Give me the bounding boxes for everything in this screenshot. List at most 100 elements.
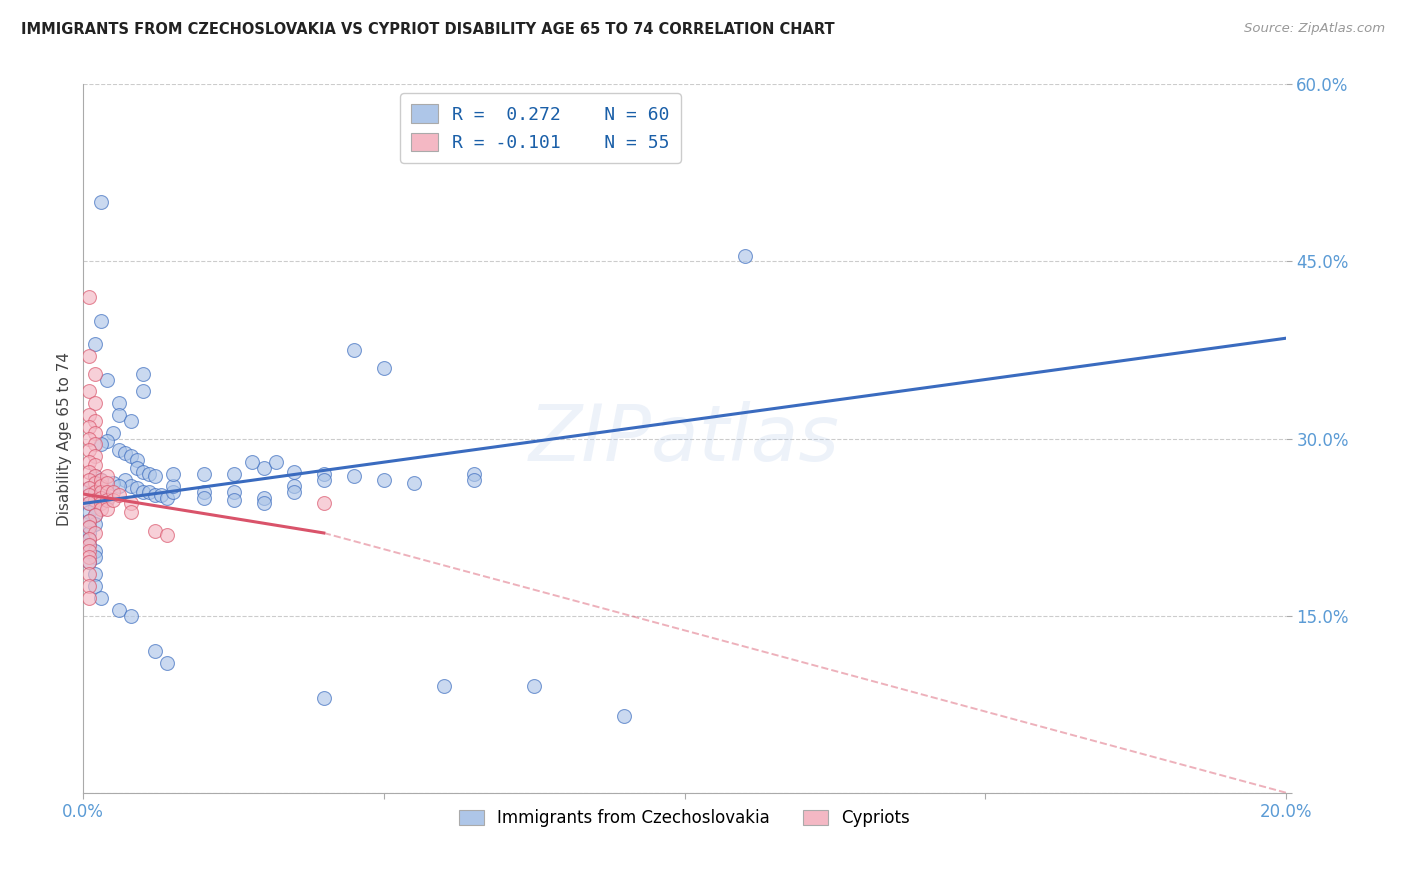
Point: [79, 567, 101, 582]
Point: [127, 452, 149, 467]
Point: [84, 414, 107, 428]
Point: [312, 496, 335, 510]
Point: [79, 432, 101, 446]
Point: [156, 491, 179, 505]
Point: [343, 469, 366, 483]
Point: [613, 709, 636, 723]
Point: [84, 469, 107, 483]
Point: [108, 396, 131, 410]
Point: [145, 488, 167, 502]
Point: [84, 484, 107, 499]
Point: [108, 479, 131, 493]
Point: [96, 434, 118, 448]
Point: [132, 484, 155, 499]
Point: [79, 538, 101, 552]
Point: [84, 476, 107, 491]
Point: [84, 367, 107, 381]
Point: [127, 461, 149, 475]
Point: [79, 520, 101, 534]
Point: [120, 414, 142, 428]
Point: [132, 384, 155, 399]
Point: [222, 484, 245, 499]
Point: [463, 467, 485, 481]
Point: [90, 479, 112, 493]
Point: [96, 372, 118, 386]
Point: [79, 419, 101, 434]
Point: [120, 496, 142, 510]
Point: [84, 396, 107, 410]
Point: [79, 543, 101, 558]
Point: [90, 491, 112, 505]
Point: [79, 549, 101, 564]
Point: [79, 384, 101, 399]
Point: [90, 437, 112, 451]
Point: [283, 484, 305, 499]
Point: [156, 528, 179, 542]
Point: [90, 591, 112, 605]
Point: [253, 491, 276, 505]
Point: [156, 656, 179, 670]
Point: [402, 476, 425, 491]
Point: [84, 449, 107, 463]
Point: [84, 543, 107, 558]
Point: [96, 502, 118, 516]
Point: [79, 443, 101, 458]
Point: [90, 502, 112, 516]
Point: [79, 556, 101, 570]
Point: [79, 496, 101, 510]
Point: [312, 467, 335, 481]
Point: [79, 465, 101, 479]
Point: [132, 465, 155, 479]
Point: [84, 469, 107, 483]
Point: [373, 360, 395, 375]
Point: [84, 516, 107, 531]
Legend: Immigrants from Czechoslovakia, Cypriots: Immigrants from Czechoslovakia, Cypriots: [453, 803, 917, 834]
Point: [264, 455, 287, 469]
Point: [734, 249, 756, 263]
Point: [96, 492, 118, 507]
Point: [162, 484, 184, 499]
Point: [96, 491, 118, 505]
Point: [108, 443, 131, 458]
Point: [79, 520, 101, 534]
Point: [96, 476, 118, 491]
Point: [90, 195, 112, 210]
Point: [79, 579, 101, 593]
Point: [84, 579, 107, 593]
Point: [150, 488, 173, 502]
Point: [222, 467, 245, 481]
Point: [79, 473, 101, 487]
Point: [145, 469, 167, 483]
Point: [433, 680, 456, 694]
Point: [84, 549, 107, 564]
Point: [253, 461, 276, 475]
Point: [120, 449, 142, 463]
Point: [463, 473, 485, 487]
Point: [90, 488, 112, 502]
Point: [79, 526, 101, 541]
Point: [127, 481, 149, 495]
Point: [132, 367, 155, 381]
Point: [79, 514, 101, 528]
Point: [79, 349, 101, 363]
Point: [373, 473, 395, 487]
Point: [79, 481, 101, 495]
Point: [79, 532, 101, 546]
Point: [162, 479, 184, 493]
Point: [84, 500, 107, 514]
Point: [145, 644, 167, 658]
Point: [120, 608, 142, 623]
Point: [79, 496, 101, 510]
Y-axis label: Disability Age 65 to 74: Disability Age 65 to 74: [58, 351, 72, 525]
Point: [283, 479, 305, 493]
Point: [84, 458, 107, 472]
Point: [79, 556, 101, 570]
Point: [240, 455, 263, 469]
Point: [162, 467, 184, 481]
Point: [108, 408, 131, 422]
Point: [120, 505, 142, 519]
Point: [84, 437, 107, 451]
Point: [79, 488, 101, 502]
Point: [90, 496, 112, 510]
Point: [79, 532, 101, 546]
